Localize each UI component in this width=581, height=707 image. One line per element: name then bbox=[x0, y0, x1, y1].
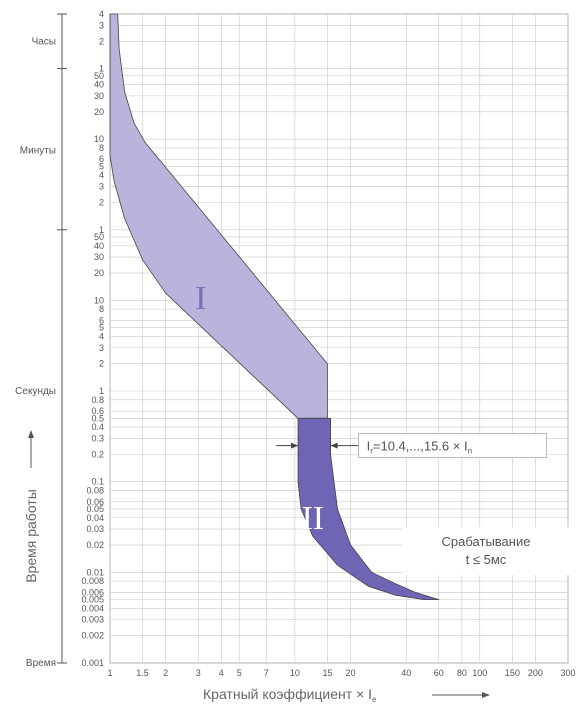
y-tick-label: 5 bbox=[99, 161, 104, 171]
x-tick-label: 15 bbox=[322, 668, 332, 678]
y-tick-label: 0.004 bbox=[81, 603, 104, 613]
x-tick-label: 60 bbox=[434, 668, 444, 678]
x-tick-label: 4 bbox=[219, 668, 224, 678]
y-tick-label: 0.2 bbox=[91, 449, 104, 459]
y-group-label-bg bbox=[24, 657, 57, 670]
trip-label-box bbox=[402, 527, 570, 576]
region-ii bbox=[297, 417, 440, 600]
y-tick-label: 20 bbox=[94, 268, 104, 278]
trip-label-line1: Срабатывание bbox=[442, 534, 531, 549]
y-tick-label: 0.001 bbox=[81, 658, 104, 668]
ir-arrow-left-head bbox=[291, 442, 299, 449]
x-tick-label: 40 bbox=[401, 668, 411, 678]
y-tick-label: 30 bbox=[94, 252, 104, 262]
y-group-label: Часы bbox=[32, 36, 56, 47]
x-tick-label: 10 bbox=[290, 668, 300, 678]
x-tick-label: 7 bbox=[264, 668, 269, 678]
x-tick-label: 150 bbox=[505, 668, 520, 678]
y-group-label: Время bbox=[26, 658, 56, 669]
y-group-label: Минуты bbox=[20, 145, 56, 156]
y-tick-label: 1 bbox=[99, 64, 104, 74]
y-group-label-bg bbox=[18, 144, 57, 158]
y-tick-label: 4 bbox=[99, 331, 104, 341]
y-tick-label: 50 bbox=[94, 71, 104, 81]
x-axis-title: Кратный коэффициент × Ie bbox=[203, 686, 377, 704]
region-i bbox=[109, 13, 328, 419]
x-tick-label: 80 bbox=[457, 668, 467, 678]
y-tick-label: 0.08 bbox=[86, 485, 104, 495]
annotations: Ir=10.4,...,15.6 × In Срабатывание t ≤ 5мс bbox=[276, 433, 570, 576]
y-tick-label: 10 bbox=[94, 295, 104, 305]
y-tick-label: 0.008 bbox=[81, 576, 104, 586]
y-tick-label: 0.3 bbox=[91, 433, 104, 443]
y-tick-label: 0.4 bbox=[91, 422, 104, 432]
y-tick-label: 2 bbox=[99, 36, 104, 46]
y-tick-label: 40 bbox=[94, 241, 104, 251]
x-tick-label: 100 bbox=[472, 668, 487, 678]
y-tick-label: 8 bbox=[99, 304, 104, 314]
y-tick-label: 40 bbox=[94, 80, 104, 90]
region-label-i: I bbox=[195, 280, 206, 317]
trip-label-line2: t ≤ 5мс bbox=[466, 552, 507, 567]
y-tick-label: 0.01 bbox=[86, 567, 104, 577]
y-axis-title: Время работы bbox=[23, 489, 39, 583]
y-axis-ticks: 432150403020108654321504030201086543210.… bbox=[81, 9, 104, 668]
x-axis-ticks: 1 1.5 2 3 4 5 7 10 15 20 40 60 80 100 150 200 300 bbox=[107, 668, 575, 678]
y-tick-label: 0.006 bbox=[81, 587, 104, 597]
y-tick-label: 2 bbox=[99, 198, 104, 208]
y-tick-label: 3 bbox=[99, 20, 104, 30]
y-tick-label: 0.5 bbox=[91, 413, 104, 423]
y-tick-label: 10 bbox=[94, 134, 104, 144]
y-tick-label: 0.06 bbox=[86, 497, 104, 507]
y-tick-label: 0.05 bbox=[86, 504, 104, 514]
x-tick-label: 2 bbox=[163, 668, 168, 678]
y-tick-label: 0.04 bbox=[86, 513, 104, 523]
y-tick-label: 0.6 bbox=[91, 406, 104, 416]
y-tick-label: 1 bbox=[99, 225, 104, 235]
y-tick-label: 0.02 bbox=[86, 540, 104, 550]
y-tick-label: 5 bbox=[99, 323, 104, 333]
y-tick-label: 3 bbox=[99, 343, 104, 353]
ir-arrow-right-head bbox=[330, 442, 338, 449]
x-tick-label: 200 bbox=[528, 668, 543, 678]
y-axis-groups: Часы Минуты Секунды Время bbox=[14, 13, 67, 670]
region-label-ii: II bbox=[301, 500, 324, 537]
y-tick-label: 50 bbox=[94, 232, 104, 242]
y-group-label-bg bbox=[14, 385, 57, 399]
x-tick-label: 1.5 bbox=[136, 668, 149, 678]
y-tick-label: 1 bbox=[99, 386, 104, 396]
y-tick-label: 0.005 bbox=[81, 595, 104, 605]
y-axis-title-arrowhead bbox=[28, 430, 34, 438]
y-tick-label: 0.002 bbox=[81, 631, 104, 641]
y-tick-label: 30 bbox=[94, 91, 104, 101]
x-tick-label: 1 bbox=[107, 668, 112, 678]
characteristic-regions: III bbox=[109, 13, 440, 600]
x-axis-title-arrowhead bbox=[482, 692, 490, 698]
y-tick-label: 2 bbox=[99, 359, 104, 369]
ir-label-box bbox=[358, 433, 547, 458]
y-tick-label: 3 bbox=[99, 182, 104, 192]
y-tick-label: 4 bbox=[99, 9, 104, 19]
y-tick-label: 20 bbox=[94, 107, 104, 117]
y-group-label: Секунды bbox=[15, 386, 56, 397]
y-tick-label: 0.03 bbox=[86, 524, 104, 534]
y-tick-label: 0.003 bbox=[81, 615, 104, 625]
ir-label: Ir=10.4,...,15.6 × In bbox=[367, 439, 472, 456]
x-tick-label: 3 bbox=[196, 668, 201, 678]
y-tick-label: 8 bbox=[99, 143, 104, 153]
y-tick-label: 6 bbox=[99, 315, 104, 325]
y-group-label-bg bbox=[30, 35, 57, 49]
x-tick-label: 5 bbox=[237, 668, 242, 678]
y-tick-label: 6 bbox=[99, 154, 104, 164]
y-tick-label: 0.8 bbox=[91, 395, 104, 405]
x-tick-label: 300 bbox=[560, 668, 575, 678]
y-tick-label: 0.1 bbox=[91, 477, 104, 487]
y-tick-label: 4 bbox=[99, 170, 104, 180]
x-tick-label: 20 bbox=[346, 668, 356, 678]
